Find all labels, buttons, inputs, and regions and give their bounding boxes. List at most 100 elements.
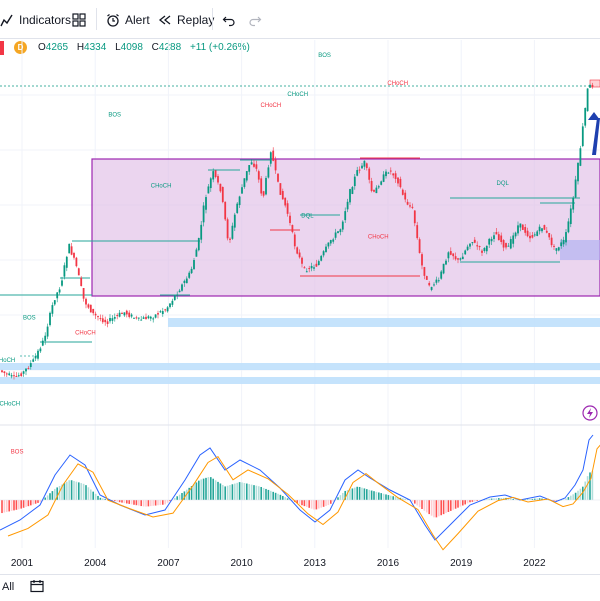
candle-body: [346, 201, 349, 210]
candle-body: [488, 238, 491, 245]
macd-histogram-bar: [243, 482, 246, 500]
candle-body: [154, 314, 157, 318]
macd-histogram-bar: [114, 500, 116, 502]
candle-body: [135, 317, 138, 319]
candle-body: [298, 252, 301, 258]
macd-histogram-bar: [150, 500, 152, 507]
candle-body: [142, 317, 145, 319]
macd-histogram-bar: [363, 488, 366, 500]
candle-body: [500, 235, 503, 242]
candle-body: [562, 239, 565, 245]
candle-body: [169, 303, 171, 308]
macd-histogram-bar: [277, 493, 279, 500]
dividend-badge[interactable]: D: [14, 41, 27, 54]
indicators-button[interactable]: Indicators: [0, 9, 71, 31]
candle-body: [565, 232, 567, 243]
macd-histogram-bar: [217, 481, 219, 500]
macd-histogram-bar: [507, 498, 510, 500]
candle-body: [308, 268, 311, 270]
candle-body: [159, 311, 162, 313]
candle-body: [327, 242, 330, 247]
candle-body: [233, 214, 236, 228]
range-all-button[interactable]: All: [2, 581, 15, 593]
candle-body: [236, 203, 239, 214]
macd-histogram-bar: [462, 500, 464, 506]
candle-body: [269, 152, 272, 164]
candle-body: [339, 229, 342, 233]
candle-body: [502, 240, 505, 248]
macd-histogram-bar: [169, 500, 171, 502]
alert-button[interactable]: Alert: [106, 9, 150, 31]
candle-body: [277, 173, 279, 182]
low-value: 4098: [120, 42, 143, 53]
candle-body: [572, 197, 575, 210]
trend-arrow: [592, 118, 600, 155]
candle-body: [123, 312, 126, 316]
candle-body: [200, 224, 203, 240]
macd-histogram-bar: [138, 500, 140, 506]
calendar-button[interactable]: [30, 579, 44, 598]
macd-histogram-bar: [22, 500, 25, 508]
layout-templates-button[interactable]: [72, 9, 86, 31]
undo-icon: [222, 13, 236, 27]
macd-histogram-bar: [586, 476, 589, 500]
candle-body: [375, 187, 378, 194]
macd-histogram-bar: [258, 486, 260, 500]
candle-body: [442, 263, 445, 274]
candle-body: [423, 267, 426, 276]
macd-histogram-bar: [166, 500, 169, 503]
candle-body: [404, 192, 407, 200]
macd-histogram-bar: [414, 500, 416, 504]
macd-histogram-bar: [442, 500, 445, 515]
candle-body: [109, 317, 111, 322]
macd-histogram-bar: [226, 485, 229, 500]
macd-histogram-bar: [190, 486, 193, 500]
macd-histogram-bar: [298, 500, 301, 505]
candle-body: [104, 319, 107, 323]
macd-histogram-bar: [30, 500, 32, 506]
candlestick-series: [1, 82, 594, 380]
macd-histogram-bar: [236, 482, 238, 500]
macd-histogram-bar: [337, 497, 339, 500]
candle-body: [322, 251, 325, 256]
macd-histogram-bar: [498, 498, 500, 500]
alarm-clock-icon: [106, 13, 120, 27]
candle-body: [217, 176, 219, 183]
macd-histogram-bar: [476, 500, 478, 501]
undo-button[interactable]: [222, 9, 236, 31]
candle-body: [257, 171, 260, 180]
macd-histogram-bar: [471, 500, 474, 502]
signal-line: [7, 444, 600, 551]
macd-histogram-bar: [577, 490, 579, 500]
candle-body: [190, 268, 193, 274]
macd-histogram-bar: [61, 484, 63, 500]
macd-histogram-bar: [116, 500, 118, 502]
candle-body: [315, 263, 318, 267]
candle-body: [82, 288, 85, 299]
macd-histogram-bar: [286, 498, 289, 500]
candle-body: [399, 178, 402, 188]
macd-histogram-bar: [118, 500, 121, 503]
candle-body: [385, 171, 387, 177]
candle-body: [457, 258, 459, 260]
macd-histogram-bar: [63, 483, 66, 500]
candle-body: [111, 318, 114, 321]
lightning-badge[interactable]: [582, 405, 598, 421]
candle-body: [8, 373, 11, 376]
macd-histogram-bar: [382, 493, 385, 500]
replay-button[interactable]: Replay: [158, 9, 214, 31]
macd-histogram-bar: [270, 490, 272, 500]
macd-histogram-bar: [159, 500, 162, 506]
macd-histogram-bar: [1, 500, 3, 514]
macd-histogram-bar: [514, 499, 517, 500]
macd-histogram-bar: [428, 500, 430, 515]
redo-button[interactable]: [248, 9, 262, 31]
macd-histogram-bar: [128, 500, 130, 504]
candle-body: [476, 245, 479, 247]
price-chart[interactable]: CHoCHBOSCHoCHBOSCHoCHBOSCHoCHBOSBOSCHoCH…: [0, 40, 600, 574]
macd-histogram-bar: [310, 500, 313, 509]
candle-body: [313, 267, 315, 269]
macd-histogram-bar: [368, 489, 370, 500]
candle-body: [63, 265, 66, 277]
candle-body: [121, 312, 123, 314]
